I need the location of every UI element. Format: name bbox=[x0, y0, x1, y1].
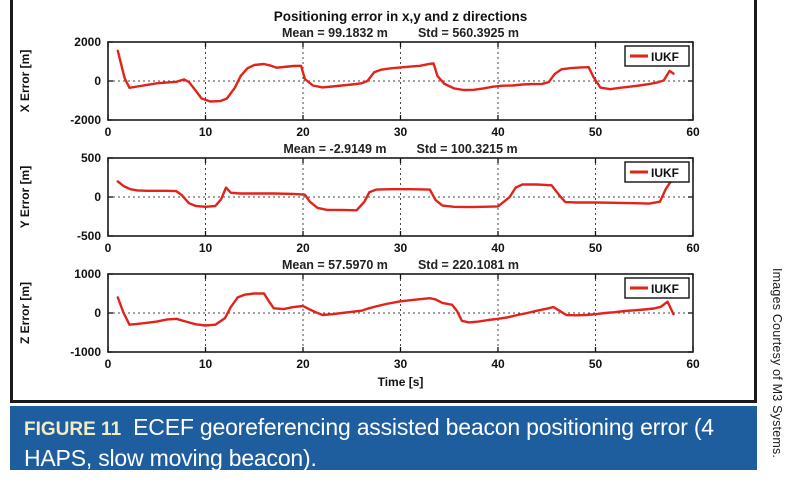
x-tick-label: 0 bbox=[105, 241, 112, 255]
series-line-iukf bbox=[116, 179, 675, 212]
z-error-plot: 1000 0 -1000 0 10 20 30 40 50 60 Z Error [m] IUKF Ti… bbox=[18, 267, 700, 389]
caption-bar: FIGURE 11 ECEF georeferencing assisted be… bbox=[10, 406, 757, 471]
x-error-stats: Mean = 99.1832 m Std = 560.3925 m bbox=[108, 26, 693, 40]
x-tick-label: 60 bbox=[686, 125, 700, 139]
y-axis-label: Y Error [m] bbox=[18, 166, 32, 228]
x-error-plot: 2000 0 -2000 0 10 20 30 40 50 60 X Error [m] IUKF bbox=[18, 35, 700, 139]
x-tick-label: 40 bbox=[491, 357, 505, 371]
x-tick-label: 40 bbox=[491, 125, 505, 139]
image-credit-vertical-text: Images Courtesy of M3 Systems. bbox=[770, 268, 784, 459]
legend: IUKF bbox=[624, 277, 690, 299]
y-tick-label: 1000 bbox=[74, 267, 101, 281]
y-axis-label: Z Error [m] bbox=[18, 282, 32, 344]
figure-label: FIGURE 11 bbox=[24, 419, 122, 440]
legend: IUKF bbox=[624, 45, 690, 67]
x-tick-label: 0 bbox=[105, 357, 112, 371]
gridlines bbox=[108, 158, 693, 236]
x-error-mean: Mean = 99.1832 m bbox=[281, 26, 388, 40]
plot-frame bbox=[107, 157, 694, 237]
y-tick-label: 0 bbox=[94, 306, 101, 320]
x-tick-label: 40 bbox=[491, 241, 505, 255]
y-tick-label: 0 bbox=[94, 74, 101, 88]
caption-text: ECEF georeferencing assisted beacon posi… bbox=[24, 414, 714, 471]
legend-box bbox=[624, 277, 690, 299]
x-tick-label: 60 bbox=[686, 241, 700, 255]
series-line-iukf bbox=[116, 292, 675, 327]
y-axis-label: X Error [m] bbox=[18, 50, 32, 113]
x-tick-label: 60 bbox=[686, 357, 700, 371]
x-tick-label: 50 bbox=[589, 241, 603, 255]
z-error-mean: Mean = 57.5970 m bbox=[281, 258, 388, 272]
series-line-iukf bbox=[116, 49, 675, 103]
x-tick-label: 10 bbox=[199, 125, 213, 139]
figure-panel: Positioning error in x,y and z direction… bbox=[10, 0, 757, 403]
y-error-plot: 500 0 -500 0 10 20 30 40 50 60 Y Error [m] IUKF bbox=[18, 151, 700, 255]
x-tick-label: 20 bbox=[296, 125, 310, 139]
gridlines bbox=[108, 42, 693, 120]
legend-box bbox=[624, 161, 690, 183]
z-error-std: Std = 220.1081 m bbox=[417, 258, 520, 272]
gridlines bbox=[108, 274, 693, 352]
y-tick-label: 0 bbox=[94, 190, 101, 204]
x-tick-label: 50 bbox=[589, 357, 603, 371]
z-error-stats: Mean = 57.5970 m Std = 220.1081 m bbox=[108, 258, 693, 272]
x-tick-label: 30 bbox=[394, 241, 408, 255]
legend-label: IUKF bbox=[651, 166, 679, 180]
y-error-std: Std = 100.3215 m bbox=[416, 142, 518, 156]
plot-frame bbox=[107, 41, 694, 121]
x-tick-label: 0 bbox=[105, 125, 112, 139]
x-tick-label: 20 bbox=[296, 241, 310, 255]
x-error-std: Std = 560.3925 m bbox=[417, 26, 520, 40]
legend-label: IUKF bbox=[651, 282, 679, 296]
y-tick-label: -2000 bbox=[70, 113, 101, 127]
y-tick-label: 500 bbox=[81, 151, 101, 165]
legend: IUKF bbox=[624, 161, 690, 183]
y-error-mean: Mean = -2.9149 m bbox=[283, 142, 387, 156]
x-tick-label: 10 bbox=[199, 241, 213, 255]
legend-label: IUKF bbox=[651, 50, 679, 64]
legend-box bbox=[624, 45, 690, 67]
x-axis-label: Time [s] bbox=[378, 375, 424, 389]
x-tick-label: 10 bbox=[199, 357, 213, 371]
y-tick-label: -1000 bbox=[70, 345, 101, 359]
y-tick-label: 2000 bbox=[74, 35, 101, 49]
x-tick-label: 30 bbox=[394, 357, 408, 371]
x-tick-label: 50 bbox=[589, 125, 603, 139]
chart-title: Positioning error in x,y and z direction… bbox=[273, 9, 528, 24]
plot-frame bbox=[107, 273, 694, 353]
y-error-stats: Mean = -2.9149 m Std = 100.3215 m bbox=[108, 142, 693, 156]
x-tick-label: 30 bbox=[394, 125, 408, 139]
y-tick-label: -500 bbox=[77, 229, 101, 243]
x-tick-label: 20 bbox=[296, 357, 310, 371]
